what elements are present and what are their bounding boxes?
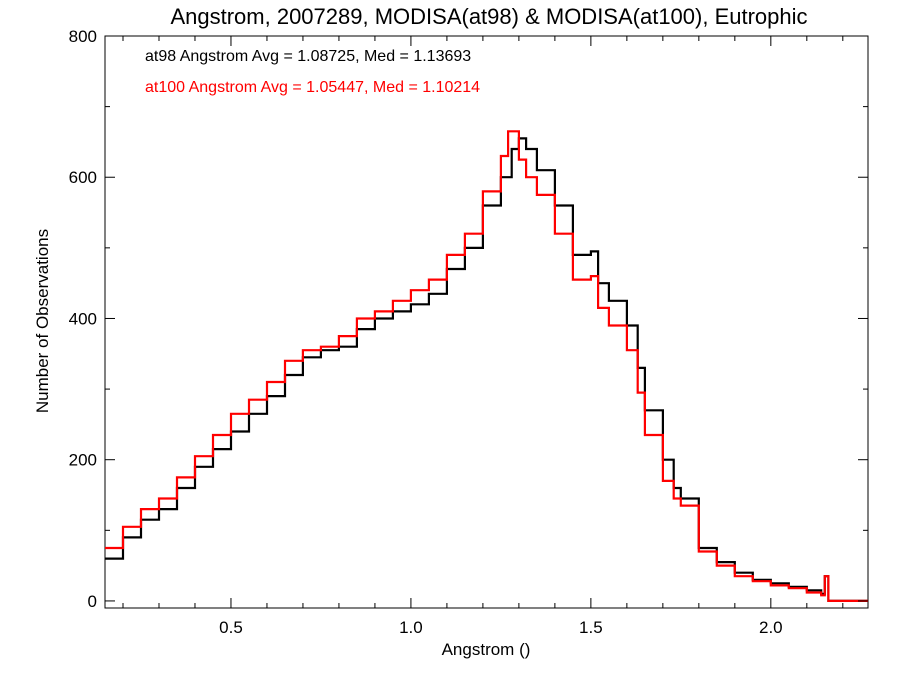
y-tick-label: 800 xyxy=(69,27,97,46)
y-tick-label: 600 xyxy=(69,168,97,187)
y-tick-label: 0 xyxy=(88,592,97,611)
x-axis-ticks: 0.5 1.0 1.5 2.0 xyxy=(122,36,844,637)
x-tick-label: 2.0 xyxy=(759,618,783,637)
legend-entry-at100: at100 Angstrom Avg = 1.05447, Med = 1.10… xyxy=(145,79,480,96)
plot-area: 0.5 1.0 1.5 2.0 0 200 400 600 800 xyxy=(69,27,869,637)
x-tick-label: 1.0 xyxy=(399,618,423,637)
y-tick-label: 400 xyxy=(69,309,97,328)
series-line-at98 xyxy=(105,137,868,602)
y-axis-label: Number of Observations xyxy=(33,229,52,413)
x-tick-label: 0.5 xyxy=(219,618,243,637)
y-tick-label: 200 xyxy=(69,451,97,470)
plot-frame xyxy=(104,35,869,609)
x-axis-label: Angstrom () xyxy=(442,640,531,659)
legend-entry-at98: at98 Angstrom Avg = 1.08725, Med = 1.136… xyxy=(145,48,471,65)
series-line-at100 xyxy=(105,130,868,602)
chart-title: Angstrom, 2007289, MODISA(at98) & MODISA… xyxy=(170,4,807,29)
y-axis-ticks: 0 200 400 600 800 xyxy=(69,27,868,611)
x-tick-label: 1.5 xyxy=(579,618,603,637)
series-group xyxy=(105,130,868,602)
